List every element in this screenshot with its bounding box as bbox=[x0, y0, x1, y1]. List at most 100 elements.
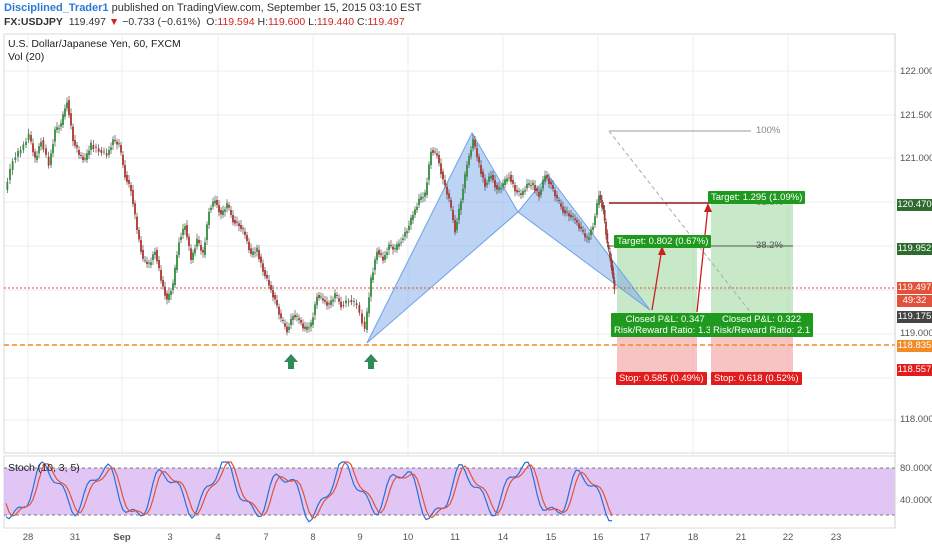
arrow-up-icon bbox=[364, 354, 378, 369]
candle-body bbox=[262, 263, 264, 272]
candle-body bbox=[512, 180, 514, 184]
candle-body bbox=[152, 254, 154, 260]
candle-body bbox=[506, 178, 508, 182]
candle-body bbox=[528, 183, 530, 185]
candle-body bbox=[220, 210, 222, 215]
price-label-target: 120.470 bbox=[897, 199, 932, 211]
candle-body bbox=[242, 228, 244, 230]
publisher-link[interactable]: Disciplined_Trader1 bbox=[4, 2, 109, 14]
candle-body bbox=[92, 145, 95, 150]
candle-body bbox=[580, 226, 582, 229]
candle-body bbox=[264, 270, 266, 277]
candle-body bbox=[110, 147, 112, 150]
candle-body bbox=[42, 140, 45, 150]
down-arrow-icon: ▼ bbox=[108, 16, 120, 28]
candle-body bbox=[6, 181, 9, 190]
candle-body bbox=[310, 322, 312, 327]
candle-body bbox=[440, 163, 442, 175]
trade2-pnl-box[interactable]: Closed P&L: 0.322 Risk/Reward Ratio: 2.1 bbox=[710, 313, 814, 337]
fib-100-label: 100% bbox=[756, 125, 781, 136]
candle-body bbox=[462, 188, 464, 200]
price-tick: 122.000 bbox=[900, 66, 932, 77]
stoch-title[interactable]: Stoch (10, 3, 5) bbox=[8, 462, 80, 474]
candle-body bbox=[330, 300, 332, 305]
candle-body bbox=[602, 205, 605, 210]
symbol-label[interactable]: FX:USDJPY bbox=[4, 16, 63, 28]
candle-body bbox=[578, 223, 580, 229]
price-label-support: 118.835 bbox=[897, 340, 932, 352]
candle-body bbox=[17, 150, 19, 157]
candle-body bbox=[124, 165, 126, 178]
candle-body bbox=[432, 150, 434, 153]
date-tick: 16 bbox=[592, 532, 604, 543]
candle-body bbox=[345, 300, 347, 304]
candle-body bbox=[472, 138, 474, 149]
candle-body bbox=[11, 161, 14, 170]
candle-body bbox=[38, 146, 40, 154]
candle-body bbox=[210, 207, 212, 210]
candle-body bbox=[27, 133, 30, 140]
candle-body bbox=[532, 182, 534, 185]
candle-body bbox=[66, 102, 68, 109]
fib-trend-line[interactable] bbox=[608, 130, 752, 314]
candle-body bbox=[168, 293, 170, 300]
arrow-up-icon bbox=[284, 354, 298, 369]
candle-body bbox=[284, 323, 286, 327]
date-tick: 7 bbox=[263, 532, 269, 543]
candle-body bbox=[546, 175, 548, 179]
volume-title[interactable]: Vol (20) bbox=[8, 51, 45, 63]
candle-body bbox=[164, 286, 166, 296]
trade2-stop-label[interactable]: Stop: 0.618 (0.52%) bbox=[711, 372, 802, 385]
candle-body bbox=[138, 230, 140, 240]
candle-body bbox=[158, 260, 160, 269]
candle-body bbox=[270, 285, 272, 290]
candle-body bbox=[282, 320, 284, 321]
candle-body bbox=[228, 205, 230, 208]
trade2-target-label[interactable]: Target: 1.295 (1.09%) bbox=[708, 191, 806, 204]
close-label: C: bbox=[356, 16, 368, 28]
candle-body bbox=[202, 250, 204, 253]
candle-body bbox=[274, 295, 276, 300]
candle-body bbox=[134, 203, 136, 215]
candle-body bbox=[444, 180, 446, 186]
candle-body bbox=[36, 155, 38, 160]
trade1-pnl-box[interactable]: Closed P&L: 0.347 Risk/Reward Ratio: 1.3… bbox=[611, 313, 720, 337]
candle-body bbox=[62, 114, 64, 125]
candle-body bbox=[154, 251, 156, 255]
candle-body bbox=[50, 153, 52, 165]
date-tick: 21 bbox=[735, 532, 747, 543]
candle-body bbox=[126, 175, 128, 182]
candle-body bbox=[358, 305, 361, 313]
candle-body bbox=[394, 248, 396, 250]
trade1-target-label[interactable]: Target: 0.802 (0.67%) bbox=[614, 235, 712, 248]
candle-body bbox=[84, 158, 86, 160]
trade2-target-zone bbox=[711, 202, 793, 335]
candle-body bbox=[488, 176, 490, 182]
candle-body bbox=[76, 145, 78, 148]
candle-body bbox=[594, 216, 596, 225]
candle-body bbox=[404, 232, 406, 237]
candle-body bbox=[214, 200, 216, 204]
candle-body bbox=[524, 190, 526, 192]
candle-body bbox=[599, 195, 602, 200]
candle-body bbox=[116, 141, 118, 145]
candle-body bbox=[476, 148, 478, 158]
date-tick: 22 bbox=[782, 532, 794, 543]
candle-body bbox=[438, 155, 440, 164]
trade1-stop-label[interactable]: Stop: 0.585 (0.49%) bbox=[616, 372, 707, 385]
candle-body bbox=[288, 326, 290, 330]
candle-body bbox=[458, 208, 460, 220]
pattern-bcd[interactable] bbox=[517, 174, 651, 311]
pattern-xab[interactable] bbox=[366, 131, 519, 344]
candle-body bbox=[606, 233, 609, 244]
candle-body bbox=[108, 150, 110, 155]
candle-body bbox=[584, 233, 586, 238]
candle-body bbox=[186, 225, 188, 238]
candle-body bbox=[410, 217, 412, 225]
candle-body bbox=[574, 218, 576, 220]
stoch-tick: 80.0000 bbox=[900, 463, 932, 474]
candle-body bbox=[140, 240, 142, 252]
candle-body bbox=[176, 255, 178, 270]
candlestick-series bbox=[6, 96, 616, 336]
